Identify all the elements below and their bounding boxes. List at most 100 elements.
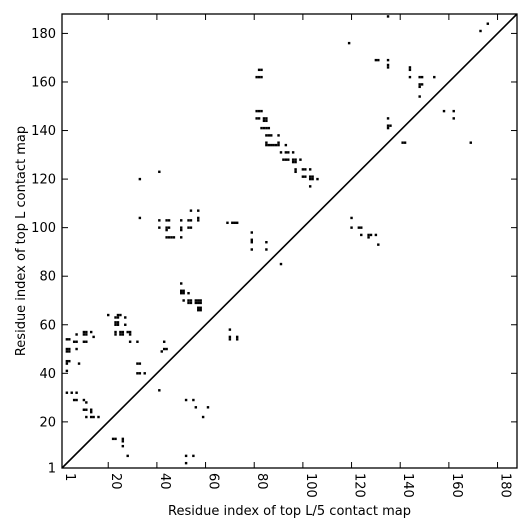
- contact-point: [255, 117, 258, 120]
- contact-point: [68, 350, 71, 353]
- contact-point: [75, 340, 78, 343]
- contact-point: [360, 233, 363, 237]
- contact-point: [304, 175, 307, 178]
- contact-point: [284, 143, 288, 147]
- contact-point: [418, 95, 421, 98]
- contact-point: [82, 330, 86, 334]
- contact-point: [367, 236, 370, 239]
- contact-point: [189, 299, 193, 302]
- contact-point: [262, 117, 266, 120]
- contact-point: [189, 209, 193, 212]
- contact-point: [287, 158, 290, 161]
- contact-point: [257, 109, 261, 113]
- y-tick-label: 180: [31, 27, 56, 42]
- contact-point: [291, 160, 295, 164]
- contact-point: [167, 219, 171, 222]
- contact-point: [235, 335, 239, 339]
- contact-point: [187, 301, 190, 305]
- contact-point: [199, 301, 202, 305]
- contact-point: [486, 22, 490, 25]
- contact-point: [277, 134, 280, 137]
- contact-point: [119, 313, 122, 317]
- contact-point: [255, 75, 258, 79]
- contact-point: [182, 289, 185, 292]
- contact-point: [82, 340, 86, 343]
- contact-point: [260, 68, 263, 72]
- contact-point: [184, 461, 188, 465]
- contact-point: [158, 389, 161, 392]
- contact-point: [82, 408, 86, 411]
- contact-point: [389, 124, 392, 127]
- contact-point: [180, 219, 183, 222]
- contact-point: [165, 228, 168, 232]
- contact-point: [294, 160, 297, 164]
- x-tick-label: 160: [449, 473, 464, 498]
- contact-point: [116, 316, 120, 319]
- contact-point: [162, 340, 166, 343]
- contact-point: [235, 338, 239, 341]
- contact-point: [121, 437, 125, 441]
- contact-point: [65, 369, 69, 373]
- contact-point: [187, 299, 190, 302]
- contact-point: [386, 117, 390, 120]
- contact-point: [272, 143, 275, 147]
- contact-point: [189, 301, 193, 305]
- y-tick-label: 20: [39, 415, 56, 430]
- contact-point: [85, 340, 88, 343]
- contact-point: [308, 177, 312, 181]
- contact-point: [231, 221, 234, 225]
- contact-point: [279, 262, 283, 266]
- tick-labels-layer: 1 20 40 60 80 100 120 140 160 1801204060801001201…: [31, 27, 512, 498]
- contact-point: [77, 362, 81, 365]
- contact-point: [291, 151, 295, 154]
- contact-point: [360, 226, 363, 229]
- contact-point: [418, 75, 421, 79]
- contact-point: [121, 444, 125, 448]
- contact-point: [65, 391, 69, 394]
- contact-point: [197, 299, 200, 302]
- y-tick-label: 100: [31, 221, 56, 236]
- contact-point: [262, 126, 266, 130]
- contact-point: [301, 168, 305, 171]
- contact-point: [65, 350, 69, 353]
- contact-point: [408, 75, 412, 79]
- x-tick-label: 100: [303, 473, 318, 498]
- contact-point: [267, 134, 271, 137]
- contact-point: [197, 219, 200, 222]
- contact-point: [143, 372, 146, 375]
- contact-point: [294, 168, 297, 171]
- contact-point: [75, 333, 78, 336]
- contact-point: [294, 170, 297, 174]
- contact-point: [386, 66, 390, 69]
- contact-point: [136, 340, 139, 343]
- contact-point: [65, 362, 69, 365]
- contact-point: [308, 175, 312, 178]
- contact-point: [386, 58, 390, 62]
- contact-point: [233, 221, 236, 225]
- contact-point: [294, 158, 297, 161]
- contact-point: [189, 226, 193, 229]
- contact-point: [316, 177, 319, 181]
- contact-point: [97, 415, 100, 419]
- contact-point: [311, 177, 314, 181]
- contact-point: [165, 236, 168, 239]
- contact-point: [121, 440, 125, 443]
- contact-point: [250, 248, 253, 251]
- contact-point: [418, 83, 421, 86]
- contact-point: [158, 170, 161, 174]
- contact-point: [469, 141, 472, 144]
- contact-point: [180, 228, 183, 232]
- contact-point: [126, 330, 129, 334]
- contact-point: [184, 454, 188, 458]
- contact-point: [267, 126, 271, 130]
- contact-point: [116, 313, 120, 317]
- x-tick-label: 1: [62, 473, 77, 481]
- contact-point: [301, 175, 305, 178]
- contact-point: [374, 58, 378, 62]
- contact-point: [265, 119, 268, 123]
- contact-point: [270, 134, 273, 137]
- contact-point: [128, 340, 132, 343]
- contact-point: [114, 321, 117, 324]
- contact-point: [442, 109, 446, 113]
